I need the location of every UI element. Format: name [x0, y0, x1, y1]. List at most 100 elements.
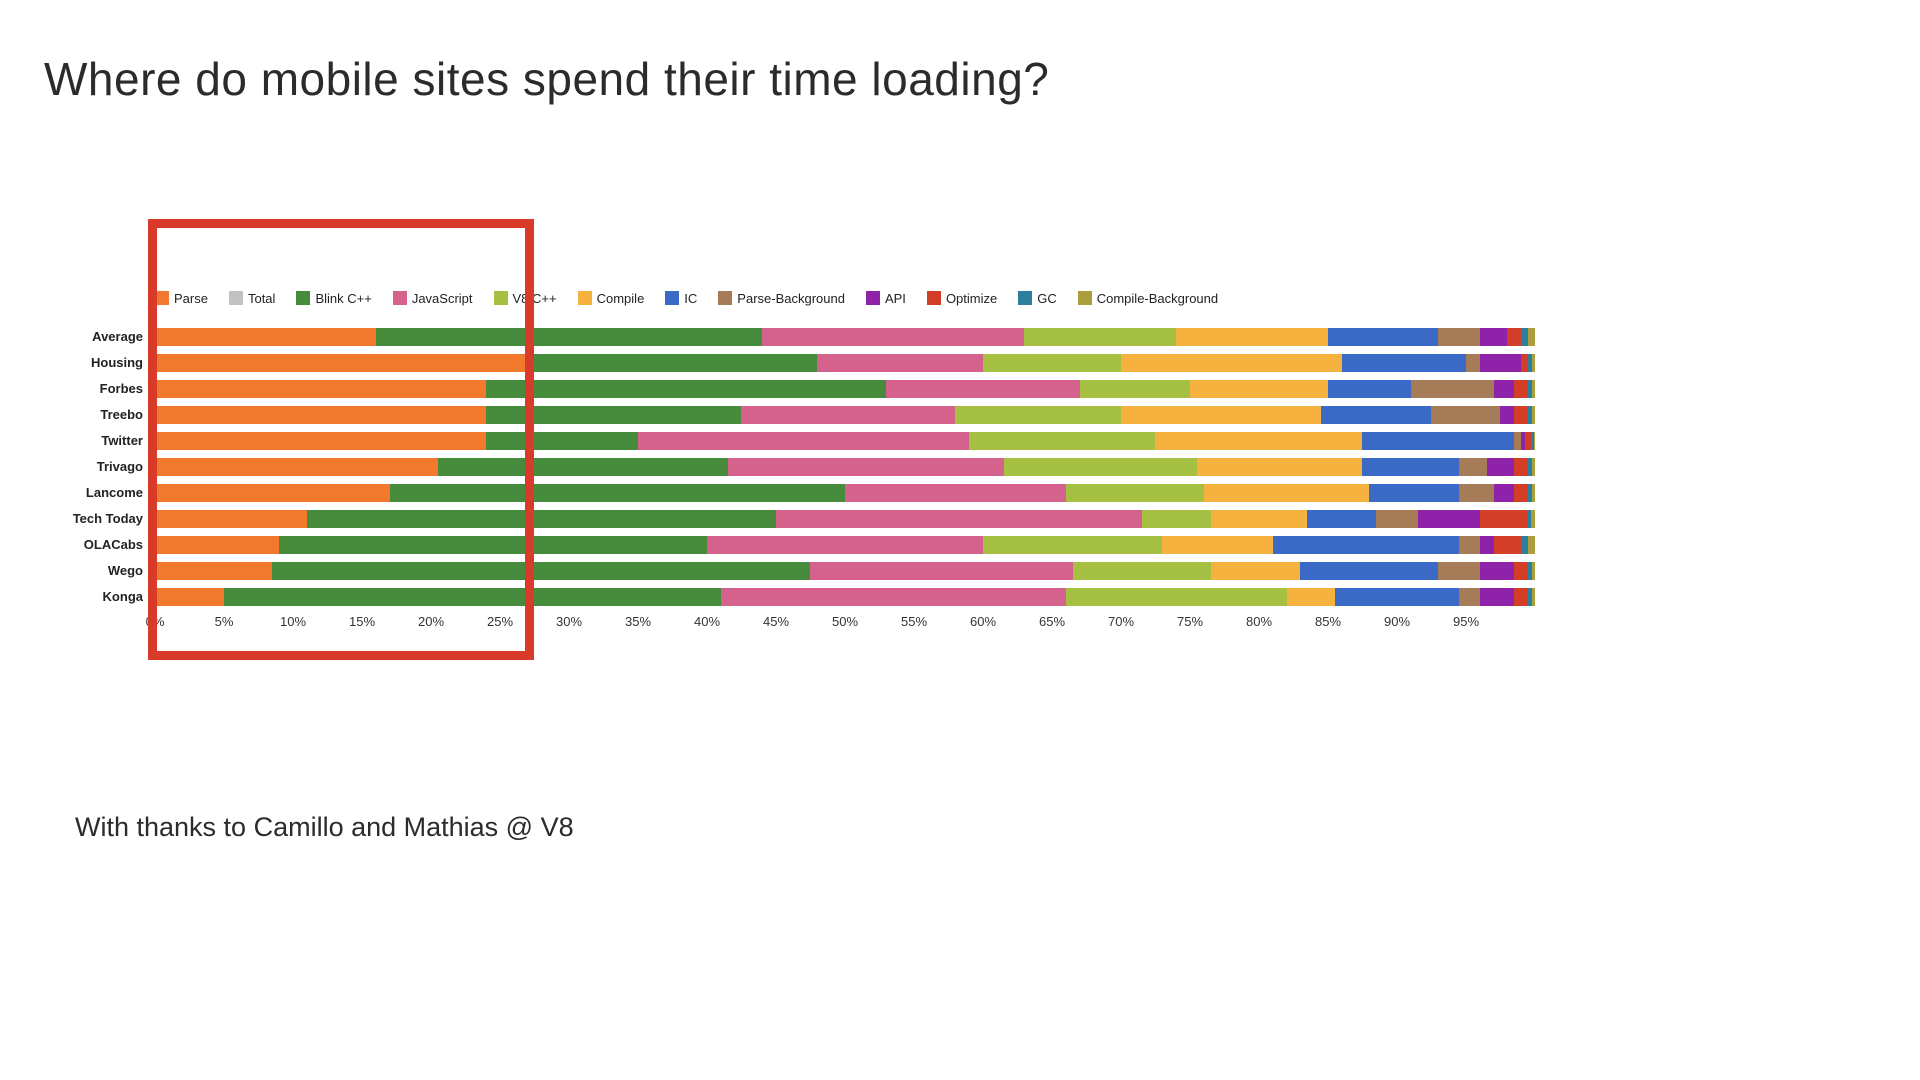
bar-segment — [1514, 562, 1529, 580]
bar-segment — [1514, 432, 1522, 450]
legend-item: Blink C++ — [296, 290, 372, 306]
legend-swatch — [228, 291, 243, 305]
bar-segment — [224, 588, 721, 606]
bar-row: OLACabs — [84, 536, 1535, 554]
bar-segment — [1369, 484, 1460, 502]
stacked-bar-chart: Parse Total Blink C++ JavaScript V8 C++ Compi… — [73, 290, 1535, 634]
bar-segment — [1500, 406, 1515, 424]
bar-track — [155, 354, 1535, 372]
bar-segment — [1162, 536, 1273, 554]
bar-segment — [437, 458, 728, 476]
bar-row: Twitter — [101, 432, 1535, 450]
bar-segment — [1438, 328, 1480, 346]
bar-segment — [637, 432, 970, 450]
bar-segment — [1459, 588, 1480, 606]
bar-segment — [389, 484, 845, 502]
legend-item: Parse-Background — [718, 291, 845, 306]
legend-swatch — [577, 291, 592, 305]
bar-segment — [1493, 536, 1522, 554]
legend-item: GC — [1018, 291, 1057, 306]
bar-segment — [1362, 432, 1515, 450]
bar-segment — [1530, 510, 1535, 528]
legend-label: Blink C++ — [315, 290, 372, 306]
x-tick-label: 10% — [279, 614, 307, 629]
bar-segment — [1528, 588, 1533, 606]
bar-segment — [1479, 354, 1522, 372]
bar-track — [155, 510, 1535, 528]
bar-segment — [727, 458, 1004, 476]
legend-item: API — [865, 291, 906, 306]
x-tick-label: 45% — [762, 614, 790, 629]
bar-segment — [1514, 588, 1529, 606]
x-tick-label: 40% — [693, 614, 721, 629]
bar-track — [155, 588, 1535, 606]
bar-segment — [1521, 536, 1529, 554]
bar-segment — [1528, 354, 1533, 372]
chart-legend: Parse Total Blink C++ JavaScript V8 C++ Compi… — [155, 290, 1535, 306]
bar-rows: Average Housing Forbes Treebo Twitter Trivago… — [73, 328, 1535, 606]
x-tick-label: 70% — [1107, 614, 1135, 629]
bar-segment — [1514, 406, 1529, 424]
category-label: Tech Today — [72, 511, 143, 526]
bar-segment — [155, 536, 280, 554]
bar-segment — [1479, 588, 1515, 606]
legend-label: GC — [1037, 290, 1057, 306]
bar-segment — [279, 536, 707, 554]
bar-segment — [1459, 484, 1494, 502]
bar-segment — [844, 484, 1066, 502]
bar-segment — [1479, 562, 1515, 580]
x-tick-label: 30% — [555, 614, 583, 629]
bar-segment — [155, 484, 390, 502]
bar-track — [155, 432, 1535, 450]
bar-segment — [1072, 562, 1211, 580]
bar-segment — [706, 536, 983, 554]
bar-segment — [1521, 432, 1526, 450]
legend-swatch — [155, 291, 169, 305]
bar-segment — [1528, 328, 1535, 346]
bar-segment — [1321, 406, 1432, 424]
bar-segment — [1003, 458, 1197, 476]
bar-segment — [1532, 354, 1535, 372]
bar-segment — [982, 354, 1121, 372]
bar-segment — [1479, 510, 1529, 528]
bar-segment — [1065, 484, 1204, 502]
bar-segment — [155, 432, 487, 450]
bar-segment — [1479, 536, 1494, 554]
bar-segment — [1459, 536, 1480, 554]
x-tick-label: 15% — [348, 614, 376, 629]
bar-segment — [1479, 328, 1508, 346]
legend-item: Compile-Background — [1077, 291, 1218, 306]
bar-row: Konga — [103, 588, 1535, 606]
bar-segment — [1286, 588, 1335, 606]
bar-segment — [1525, 432, 1531, 450]
bar-row: Average — [92, 328, 1535, 346]
bar-segment — [1533, 432, 1535, 450]
bar-segment — [1362, 458, 1460, 476]
bar-segment — [1532, 380, 1535, 398]
bar-row: Treebo — [100, 406, 1535, 424]
bar-segment — [969, 432, 1156, 450]
legend-label: JavaScript — [411, 290, 473, 306]
bar-segment — [486, 432, 638, 450]
legend-label: IC — [684, 290, 698, 306]
bar-segment — [1141, 510, 1211, 528]
bar-segment — [155, 510, 307, 528]
legend-swatch — [665, 291, 680, 305]
x-tick-label: 65% — [1038, 614, 1066, 629]
bar-segment — [1176, 328, 1328, 346]
legend-item: V8 C++ — [493, 291, 557, 306]
bar-segment — [155, 380, 487, 398]
legend-label: Total — [247, 290, 276, 306]
bar-segment — [1532, 562, 1535, 580]
x-tick-label: 80% — [1245, 614, 1273, 629]
legend-item: JavaScript — [392, 290, 473, 306]
bar-segment — [1521, 354, 1529, 372]
bar-track — [155, 536, 1535, 554]
bar-row: Tech Today — [73, 510, 1535, 528]
legend-label: Parse — [174, 290, 208, 306]
legend-label: Parse-Background — [737, 290, 845, 306]
legend-swatch — [296, 291, 311, 305]
bar-track — [155, 484, 1535, 502]
bar-segment — [1521, 328, 1529, 346]
credit-text: With thanks to Camillo and Mathias @ V8 — [75, 812, 574, 842]
